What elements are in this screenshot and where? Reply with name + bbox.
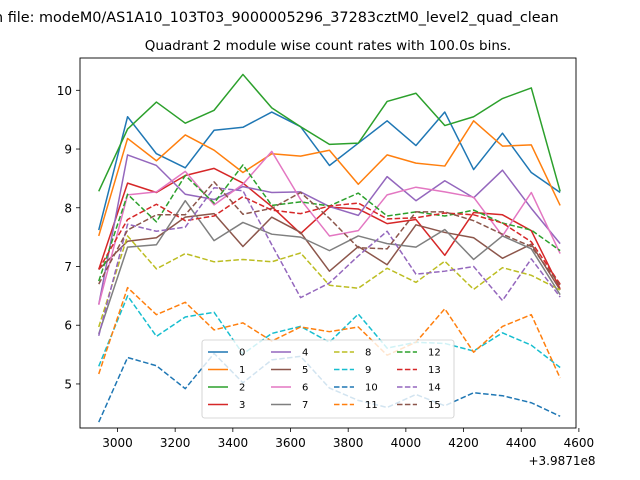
series-line-8: [98, 235, 561, 328]
x-tick-label: 3200: [160, 436, 191, 450]
x-tick-label: 3000: [102, 436, 133, 450]
legend-entry-label: 10: [365, 383, 378, 394]
y-tick-label: 7: [64, 260, 72, 274]
x-tick-label: 3600: [275, 436, 306, 450]
y-tick-label: 9: [64, 143, 72, 157]
plot-lines: [98, 73, 561, 423]
x-tick-label: 4200: [448, 436, 479, 450]
y-axis: 5 6 7 8 9 10: [57, 84, 80, 391]
legend-entry-label: 9: [365, 365, 371, 376]
chart-suptitle: n file: modeM0/AS1A10_103T03_9000005296_…: [0, 10, 559, 26]
series-line-14: [98, 187, 561, 336]
plot-frame: [79, 57, 577, 429]
legend-entry-label: 13: [428, 365, 441, 376]
y-tick-label: 8: [64, 201, 72, 215]
series-line-2: [98, 73, 561, 192]
legend-entry-label: 8: [365, 348, 371, 359]
legend-entry-label: 7: [302, 400, 308, 411]
legend-entry-label: 2: [239, 383, 245, 394]
series-line-11: [98, 286, 561, 379]
x-tick-label: 3400: [218, 436, 249, 450]
y-tick-label: 5: [64, 377, 72, 391]
x-tick-label: 4400: [506, 436, 537, 450]
x-tick-label: 4000: [391, 436, 422, 450]
legend-entry-label: 6: [302, 383, 308, 394]
series-line-15: [98, 181, 561, 286]
chart-title: Quadrant 2 module wise count rates with …: [145, 38, 511, 54]
y-tick-label: 6: [64, 319, 72, 333]
series-line-9: [98, 295, 561, 369]
series-line-1: [98, 120, 561, 237]
series-line-0: [98, 111, 561, 231]
legend-entry-label: 1: [239, 365, 245, 376]
x-tick-label: 3800: [333, 436, 364, 450]
legend-entry-label: 15: [428, 400, 441, 411]
series-line-6: [98, 150, 561, 305]
legend-entry-label: 0: [239, 348, 245, 359]
series-line-12: [98, 164, 561, 282]
x-tick-label: 4600: [564, 436, 595, 450]
legend-entry-label: 11: [365, 400, 378, 411]
legend-box: [201, 339, 455, 419]
legend-entry-label: 12: [428, 348, 441, 359]
series-line-5: [98, 212, 561, 291]
legend-entry-label: 14: [428, 383, 441, 394]
legend-entry-label: 5: [302, 365, 308, 376]
legend-entry-label: 3: [239, 400, 245, 411]
y-tick-label: 10: [57, 84, 72, 98]
x-offset-label: +3.9871e8: [528, 454, 595, 468]
x-axis: 3000 3200 3400 3600 3800 4000 4200 4400 4600: [102, 428, 594, 450]
legend-entry-label: 4: [302, 348, 308, 359]
